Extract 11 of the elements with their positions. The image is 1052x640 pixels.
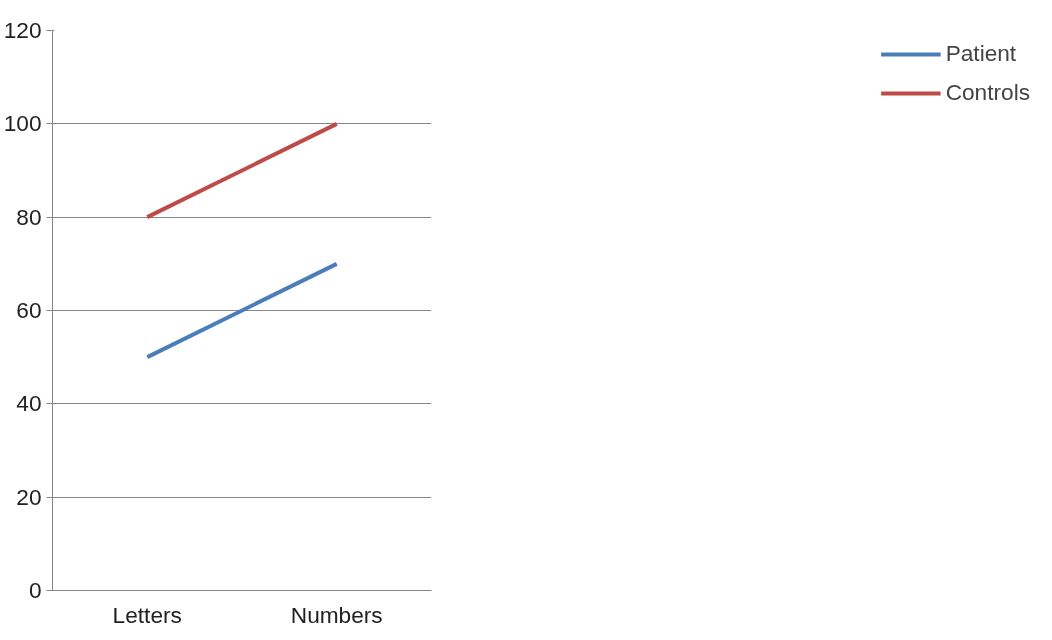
x-tick-label: Numbers — [290, 601, 383, 628]
y-tick-label: 20 — [16, 483, 42, 510]
y-tick-label: 80 — [16, 203, 42, 230]
y-tick-label: 60 — [16, 297, 42, 323]
legend-label: Patient — [945, 40, 1017, 67]
y-tick-label: 120 — [3, 17, 42, 43]
y-tick-label: 40 — [16, 390, 42, 417]
y-tick-label: 0 — [28, 577, 42, 603]
x-tick-label: Letters — [112, 601, 182, 628]
y-tick-label: 100 — [3, 110, 42, 137]
legend-label: Controls — [945, 79, 1030, 106]
